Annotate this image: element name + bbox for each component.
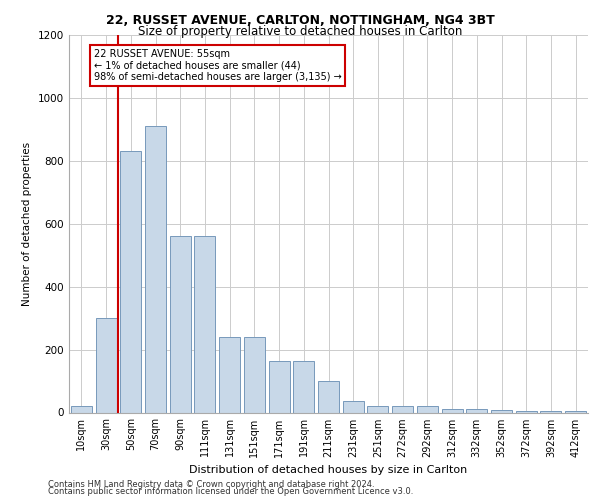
- Bar: [442, 410, 463, 412]
- Bar: [269, 360, 290, 412]
- X-axis label: Distribution of detached houses by size in Carlton: Distribution of detached houses by size …: [190, 465, 467, 475]
- Text: 22 RUSSET AVENUE: 55sqm
← 1% of detached houses are smaller (44)
98% of semi-det: 22 RUSSET AVENUE: 55sqm ← 1% of detached…: [94, 49, 341, 82]
- Y-axis label: Number of detached properties: Number of detached properties: [22, 142, 32, 306]
- Bar: [392, 406, 413, 412]
- Bar: [71, 406, 92, 412]
- Bar: [145, 126, 166, 412]
- Text: Size of property relative to detached houses in Carlton: Size of property relative to detached ho…: [138, 25, 462, 38]
- Bar: [367, 406, 388, 412]
- Text: 22, RUSSET AVENUE, CARLTON, NOTTINGHAM, NG4 3BT: 22, RUSSET AVENUE, CARLTON, NOTTINGHAM, …: [106, 14, 494, 27]
- Bar: [95, 318, 116, 412]
- Bar: [219, 337, 240, 412]
- Bar: [244, 337, 265, 412]
- Text: Contains HM Land Registry data © Crown copyright and database right 2024.: Contains HM Land Registry data © Crown c…: [48, 480, 374, 489]
- Text: Contains public sector information licensed under the Open Government Licence v3: Contains public sector information licen…: [48, 488, 413, 496]
- Bar: [318, 381, 339, 412]
- Bar: [541, 411, 562, 412]
- Bar: [170, 236, 191, 412]
- Bar: [293, 360, 314, 412]
- Bar: [565, 411, 586, 412]
- Bar: [466, 410, 487, 412]
- Bar: [491, 410, 512, 412]
- Bar: [343, 402, 364, 412]
- Bar: [516, 411, 537, 412]
- Bar: [417, 406, 438, 412]
- Bar: [194, 236, 215, 412]
- Bar: [120, 152, 141, 412]
